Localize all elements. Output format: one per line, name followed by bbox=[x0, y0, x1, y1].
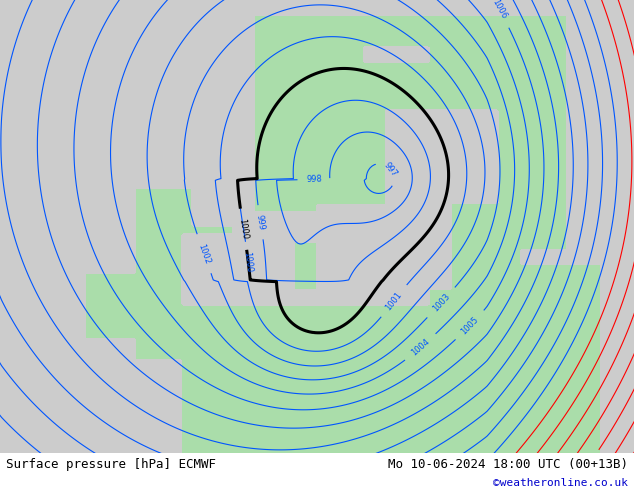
Text: Surface pressure [hPa] ECMWF: Surface pressure [hPa] ECMWF bbox=[6, 458, 216, 471]
Text: 997: 997 bbox=[382, 161, 399, 179]
Text: 1003: 1003 bbox=[430, 292, 451, 314]
Text: 1002: 1002 bbox=[197, 242, 212, 265]
Text: 1016: 1016 bbox=[578, 456, 597, 478]
Text: 1018: 1018 bbox=[612, 461, 631, 483]
Text: 1000: 1000 bbox=[243, 251, 254, 273]
Text: 1015: 1015 bbox=[544, 473, 564, 490]
Text: 1012: 1012 bbox=[493, 458, 513, 479]
Text: 1000: 1000 bbox=[238, 218, 250, 240]
Text: ©weatheronline.co.uk: ©weatheronline.co.uk bbox=[493, 478, 628, 488]
Text: Mo 10-06-2024 18:00 UTC (00+13B): Mo 10-06-2024 18:00 UTC (00+13B) bbox=[387, 458, 628, 471]
Text: 1014: 1014 bbox=[509, 489, 530, 490]
Text: 1004: 1004 bbox=[410, 337, 432, 358]
Text: 998: 998 bbox=[306, 174, 322, 184]
Text: 1001: 1001 bbox=[384, 290, 404, 312]
Text: 1005: 1005 bbox=[460, 315, 481, 336]
Text: 999: 999 bbox=[255, 214, 266, 231]
Text: 1006: 1006 bbox=[490, 0, 508, 21]
